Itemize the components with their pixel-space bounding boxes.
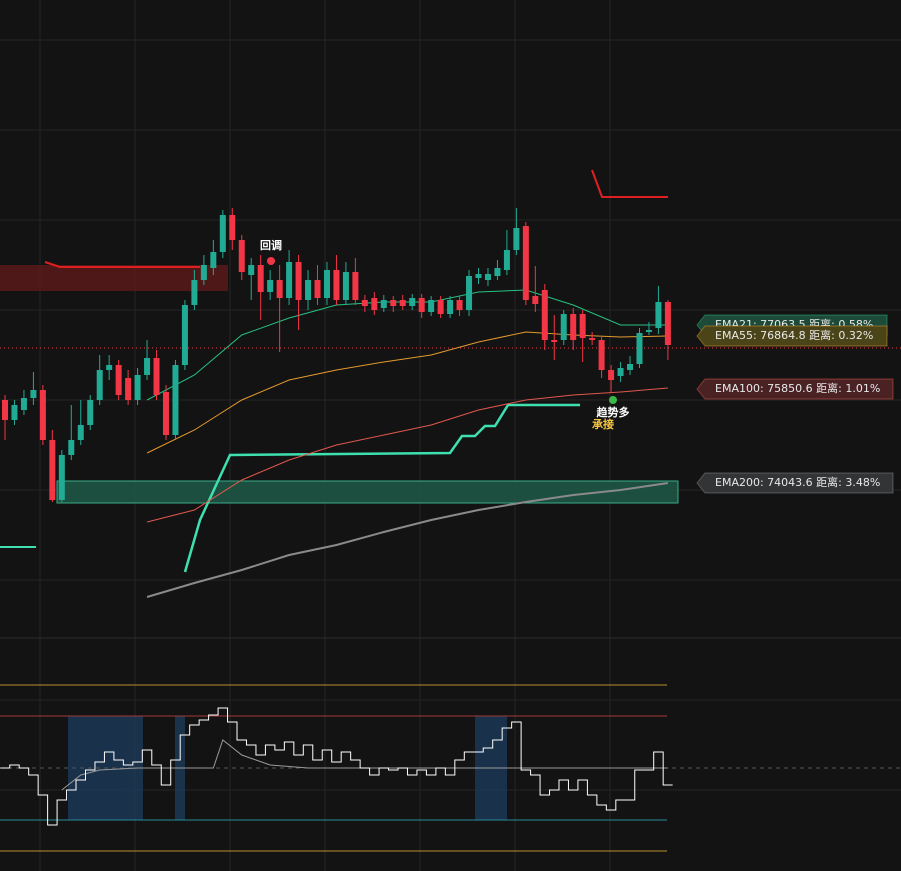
candle-body bbox=[68, 440, 75, 455]
candle-body bbox=[58, 455, 65, 500]
resistance-line bbox=[44, 261, 200, 268]
candle-body bbox=[238, 240, 245, 272]
oscillator-pane bbox=[0, 684, 901, 852]
annotation: 承接 bbox=[592, 417, 614, 431]
candle-body bbox=[162, 392, 169, 435]
candle-body bbox=[352, 272, 359, 300]
candle-body bbox=[598, 340, 605, 370]
candle-body bbox=[11, 405, 18, 420]
candle-body bbox=[475, 274, 482, 278]
candle-body bbox=[267, 280, 274, 292]
candle-body bbox=[380, 300, 387, 308]
candle-body bbox=[323, 270, 330, 298]
signal-dot bbox=[267, 257, 275, 265]
candle-body bbox=[191, 280, 198, 305]
candle-body bbox=[153, 358, 160, 395]
trend-line bbox=[183, 403, 580, 573]
ema-line bbox=[146, 482, 669, 598]
candle-body bbox=[96, 370, 103, 400]
candle-body bbox=[200, 265, 207, 280]
oscillator-line bbox=[0, 707, 673, 826]
candle-body bbox=[87, 400, 94, 425]
candle-body bbox=[560, 314, 567, 340]
candle-body bbox=[305, 280, 312, 300]
candle-body bbox=[229, 215, 236, 240]
annotation: 趋势多 bbox=[597, 405, 630, 419]
ema-label-box bbox=[696, 378, 894, 400]
candle-body bbox=[361, 300, 368, 306]
annotation: 回调 bbox=[260, 238, 282, 252]
candle-body bbox=[579, 314, 586, 338]
ema-line bbox=[146, 387, 668, 523]
candle-body bbox=[30, 390, 37, 398]
ema-label: EMA100: 75850.6 距离: 1.01% bbox=[715, 381, 880, 395]
candle-body bbox=[503, 250, 510, 270]
candle-body bbox=[2, 400, 8, 420]
main-pane: EMA21: 77063.5 距离: 0.58%EMA55: 76864.8 距… bbox=[2, 208, 894, 598]
ema-label-box bbox=[696, 472, 894, 494]
candle-body bbox=[248, 265, 255, 275]
candle-body bbox=[418, 298, 425, 312]
candle-body bbox=[314, 280, 321, 298]
candle-body bbox=[106, 365, 113, 370]
candle-body bbox=[257, 265, 264, 292]
candle-body bbox=[532, 296, 539, 304]
candle-body bbox=[608, 370, 615, 380]
candle-body bbox=[172, 365, 179, 435]
candle-body bbox=[437, 300, 444, 314]
candle-body bbox=[636, 333, 643, 364]
candle-body bbox=[513, 228, 520, 250]
candle-body bbox=[551, 340, 558, 342]
candle-body bbox=[456, 300, 463, 310]
candle-body bbox=[541, 290, 548, 340]
candle-body bbox=[494, 268, 501, 276]
candle-body bbox=[144, 358, 151, 375]
candle-body bbox=[627, 364, 634, 370]
candle-body bbox=[49, 440, 56, 500]
candle-body bbox=[134, 375, 141, 400]
candle-body bbox=[522, 226, 529, 300]
candle-body bbox=[570, 314, 577, 340]
candle-body bbox=[295, 262, 302, 300]
candle-body bbox=[39, 390, 46, 440]
resistance-line bbox=[591, 169, 668, 198]
support-zone bbox=[56, 480, 679, 504]
candle-body bbox=[181, 305, 188, 365]
candle-body bbox=[645, 330, 652, 332]
candle-body bbox=[466, 276, 473, 310]
candle-body bbox=[20, 398, 27, 410]
candle-body bbox=[390, 300, 397, 306]
ema-label-box bbox=[696, 325, 888, 347]
candle-body bbox=[115, 365, 122, 395]
candle-body bbox=[219, 215, 226, 252]
candle-body bbox=[276, 280, 283, 298]
candle-body bbox=[333, 270, 340, 300]
candle-body bbox=[655, 302, 662, 328]
candle-body bbox=[664, 302, 671, 345]
candle-body bbox=[210, 252, 217, 268]
ema-label: EMA55: 76864.8 距离: 0.32% bbox=[715, 328, 873, 342]
candle-body bbox=[484, 274, 491, 280]
candle-body bbox=[399, 300, 406, 306]
ema-label: EMA200: 74043.6 距离: 3.48% bbox=[715, 475, 880, 489]
candle-body bbox=[617, 368, 624, 376]
candle-body bbox=[125, 378, 132, 400]
candle-body bbox=[447, 300, 454, 314]
candle-body bbox=[286, 262, 293, 298]
candle-body bbox=[371, 298, 378, 310]
candle-body bbox=[589, 338, 596, 340]
candle-body bbox=[428, 300, 435, 312]
candle-body bbox=[342, 272, 349, 300]
signal-dot bbox=[609, 396, 617, 404]
candle-body bbox=[409, 298, 416, 306]
ema-line bbox=[146, 289, 668, 401]
resistance-zone bbox=[0, 265, 228, 291]
candle-body bbox=[77, 425, 84, 440]
